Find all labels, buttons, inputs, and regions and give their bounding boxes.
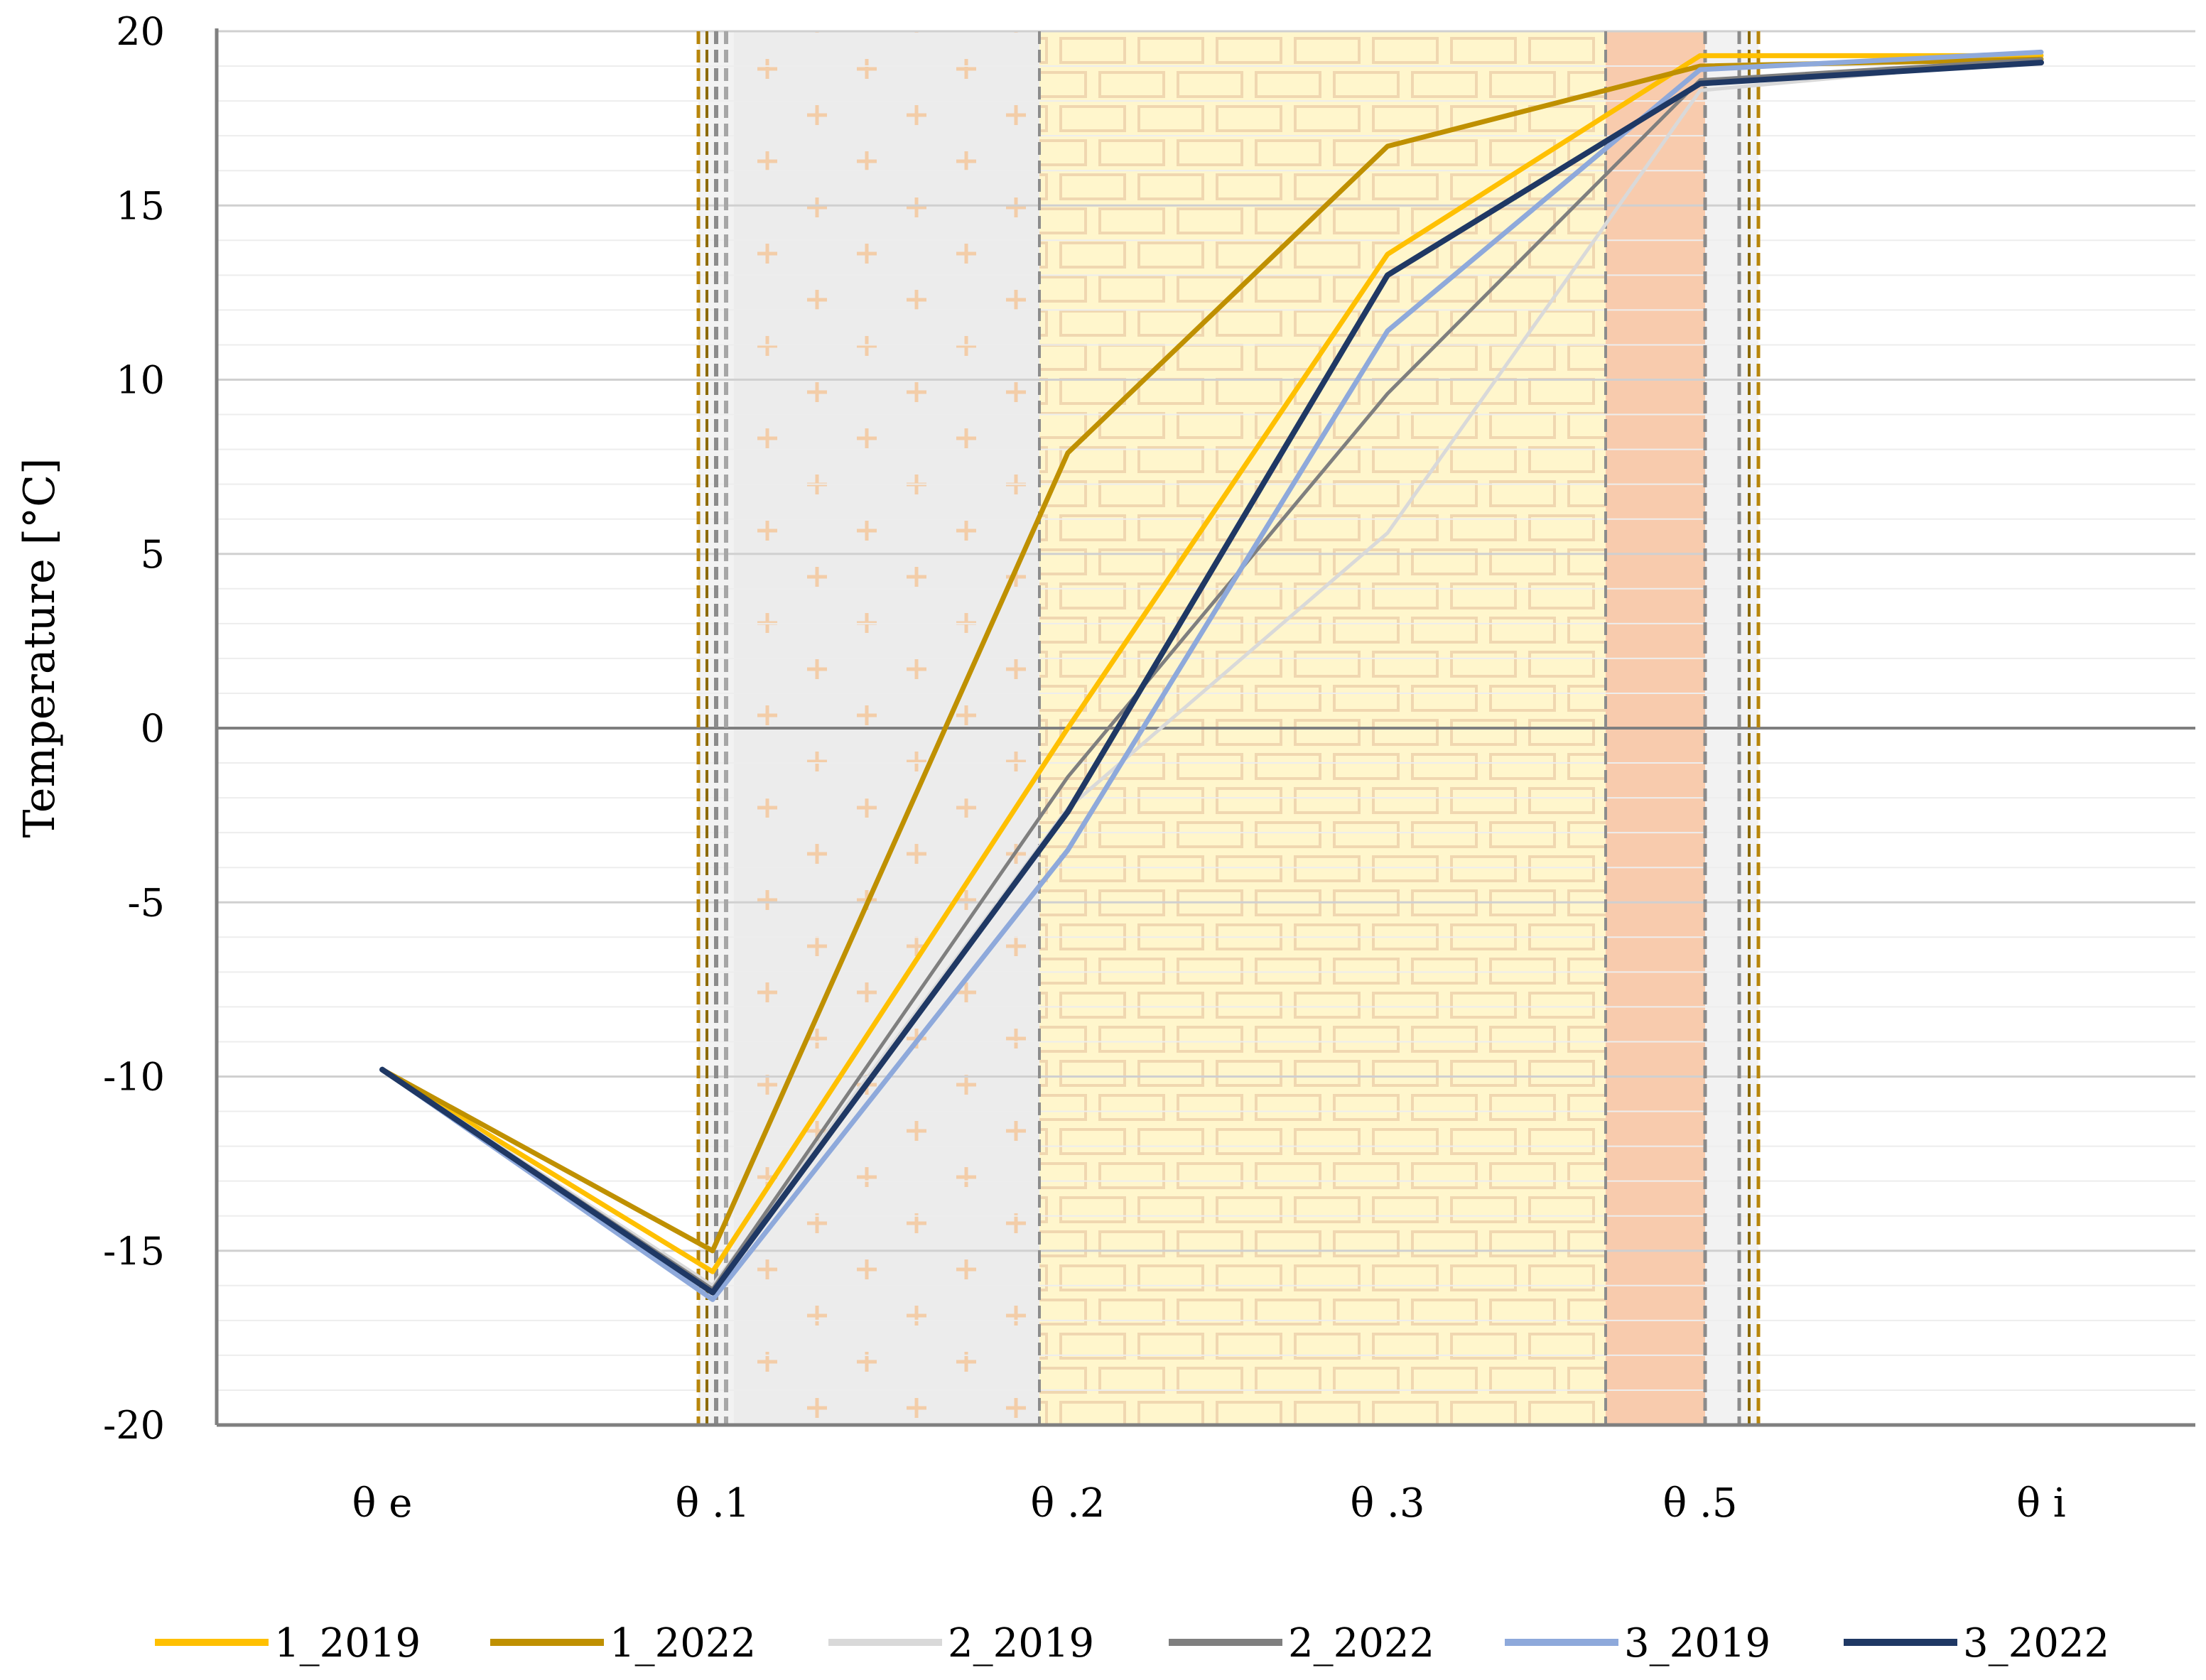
y-axis-title: Temperature [°C] [15, 458, 65, 838]
legend-label: 2_2022 [1288, 1620, 1434, 1667]
legend-label: 1_2019 [274, 1620, 421, 1667]
y-tick-label: 15 [116, 183, 165, 228]
series-lines [379, 49, 2044, 1302]
legend: 1_2019 1_2022 2_2019 2_2022 3_2019 3_2022 [155, 1620, 2109, 1667]
legend-label: 1_2022 [610, 1620, 756, 1667]
y-tick-labels: 20 15 10 5 0 -5 -10 -15 -20 [103, 9, 165, 1448]
x-tick-labels: θ e θ .1 θ .2 θ .3 θ .5 θ i [352, 1480, 2066, 1527]
y-tick-label: -20 [103, 1403, 165, 1448]
series-line-3_2019 [379, 49, 2044, 1302]
layer-boundaries [696, 31, 1761, 1425]
legend-label: 2_2019 [948, 1620, 1094, 1667]
series-line-1_2019 [379, 53, 2044, 1274]
axes [215, 28, 2195, 1427]
y-tick-label: 20 [116, 9, 165, 54]
y-tick-label: -15 [103, 1229, 165, 1274]
y-tick-label: -10 [103, 1055, 165, 1100]
x-tick-label: θ e [352, 1480, 413, 1527]
legend-label: 3_2022 [1963, 1620, 2109, 1667]
series-line-3_2022 [379, 60, 2044, 1296]
x-tick-label: θ i [2016, 1480, 2065, 1527]
x-tick-label: θ .3 [1351, 1480, 1425, 1527]
x-tick-label: θ .5 [1663, 1480, 1738, 1527]
legend-label: 3_2019 [1624, 1620, 1770, 1667]
x-tick-label: θ .2 [1031, 1480, 1105, 1527]
gridlines [217, 30, 2195, 1391]
y-tick-label: 10 [116, 358, 165, 403]
y-tick-label: 0 [141, 706, 165, 751]
y-tick-label: -5 [127, 880, 165, 925]
x-tick-label: θ .1 [676, 1480, 750, 1527]
y-tick-label: 5 [141, 532, 165, 577]
series-line-2_2019 [380, 57, 2043, 1288]
